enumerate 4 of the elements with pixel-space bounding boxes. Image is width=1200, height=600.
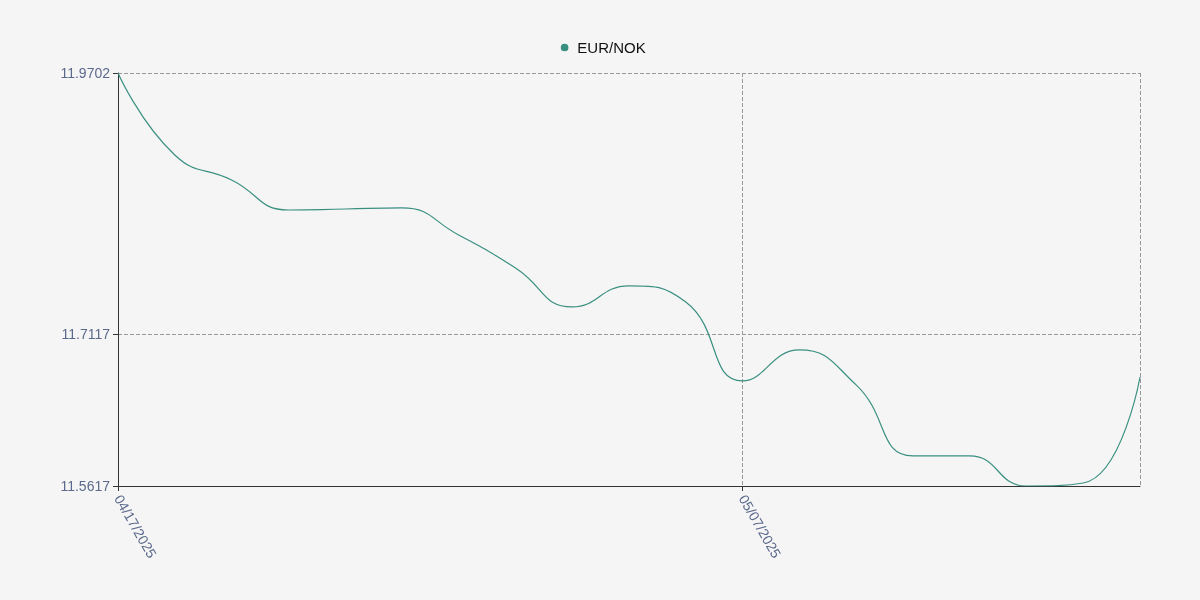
legend-label: EUR/NOK [577,39,646,56]
y-tick-label: 11.7117 [61,326,111,343]
y-tick-label: 11.9702 [60,65,111,81]
y-tick-label: 11.5617 [60,478,111,494]
